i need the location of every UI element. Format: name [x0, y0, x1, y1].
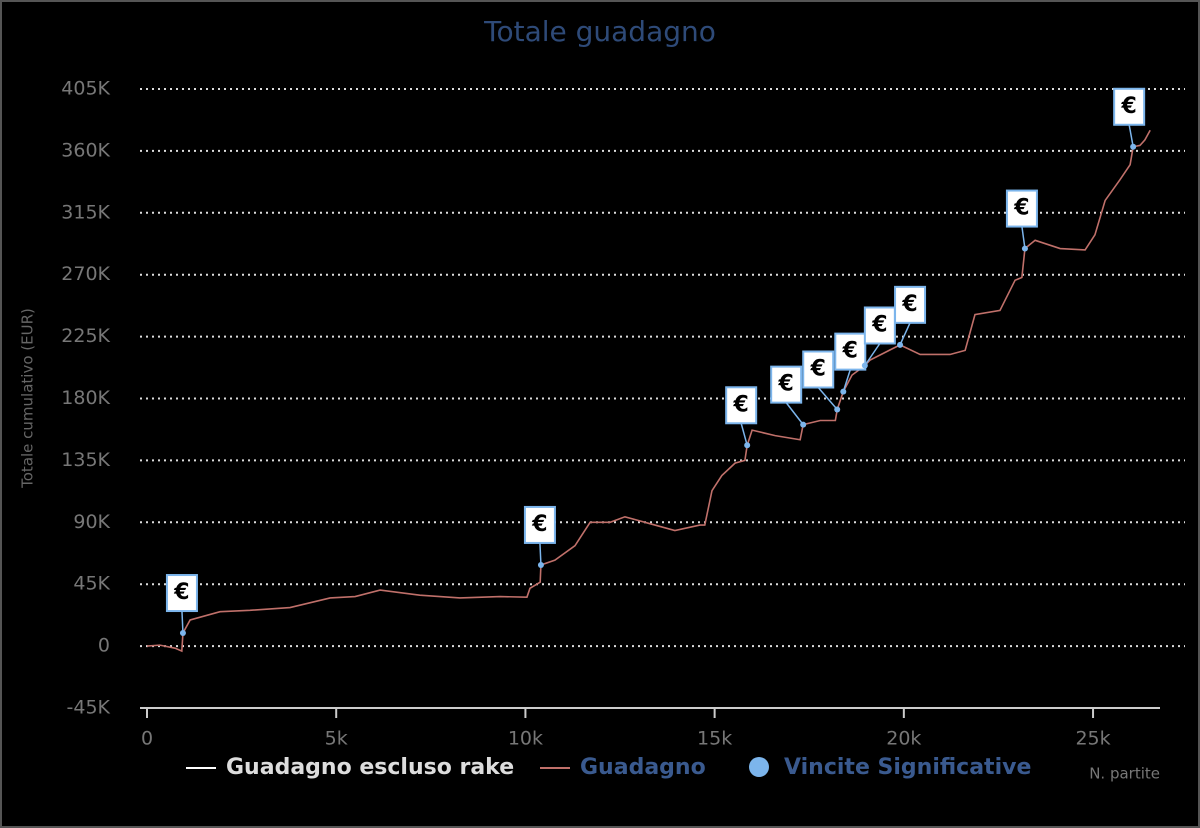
flag-box	[1113, 87, 1146, 126]
flag-text: €	[810, 357, 826, 382]
legend-label: Guadagno escluso rake	[226, 755, 514, 780]
y-tick-label: 180K	[61, 387, 110, 409]
win-point	[800, 421, 807, 428]
flag-box	[1005, 189, 1038, 228]
y-tick-label: -45K	[67, 697, 111, 719]
flag-box	[863, 306, 896, 345]
flag-stem	[899, 322, 911, 346]
y-tick-label: 90K	[73, 511, 110, 533]
flag-box	[802, 350, 835, 389]
flag-stem	[864, 343, 881, 366]
legend-marker	[749, 757, 769, 777]
flag-box	[770, 365, 803, 404]
flag-stem	[1021, 226, 1026, 249]
win-point	[897, 341, 904, 348]
x-tick-label: 20k	[886, 728, 921, 750]
y-tick-label: 0	[98, 635, 110, 657]
y-tick-label: 45K	[73, 573, 110, 595]
flag-stem	[740, 423, 748, 446]
flag-stem	[817, 387, 838, 410]
x-tick-label: 10k	[508, 728, 543, 750]
flag-stem	[785, 402, 804, 426]
flag-box	[894, 285, 927, 324]
win-point	[861, 362, 868, 369]
flag-text: €	[531, 512, 547, 537]
chart-title: Totale guadagno	[483, 15, 716, 48]
flag-box	[725, 386, 758, 425]
y-tick-label: 405K	[61, 78, 110, 100]
flag-text: €	[733, 392, 749, 417]
flag-box	[834, 332, 867, 371]
flag-stem	[181, 610, 184, 634]
win-point	[537, 561, 544, 568]
flag-box	[523, 505, 556, 544]
series-line	[146, 129, 1151, 653]
y-tick-label: 135K	[61, 449, 110, 471]
flag-stem	[1128, 124, 1134, 147]
x-tick-label: 15k	[697, 728, 732, 750]
flag-stem	[842, 369, 852, 392]
win-point	[840, 388, 847, 395]
flag-text: €	[842, 339, 858, 364]
flag-text: €	[901, 292, 917, 317]
flag-text: €	[1121, 94, 1137, 119]
win-point	[179, 630, 186, 637]
flag-text: €	[173, 580, 189, 605]
win-point	[1130, 143, 1137, 150]
win-point	[834, 406, 841, 413]
y-tick-label: 315K	[61, 201, 110, 223]
y-axis-title: Totale cumulativo (EUR)	[19, 308, 37, 489]
legend-label: Guadagno	[580, 755, 706, 780]
flag-text: €	[778, 372, 794, 397]
y-tick-label: 225K	[61, 325, 110, 347]
legend-label: Vincite Significative	[784, 755, 1031, 780]
win-point	[744, 442, 751, 449]
flag-box	[165, 574, 198, 613]
x-tick-label: 5k	[325, 728, 348, 750]
y-tick-label: 270K	[61, 263, 110, 285]
x-tick-label: 0	[141, 728, 153, 750]
x-tick-label: 25k	[1075, 728, 1110, 750]
win-point	[1021, 245, 1028, 252]
x-axis-title: N. partite	[1089, 765, 1160, 783]
flag-text: €	[1013, 196, 1029, 221]
flag-stem	[539, 542, 542, 565]
y-tick-label: 360K	[61, 139, 110, 161]
flag-text: €	[871, 312, 887, 337]
